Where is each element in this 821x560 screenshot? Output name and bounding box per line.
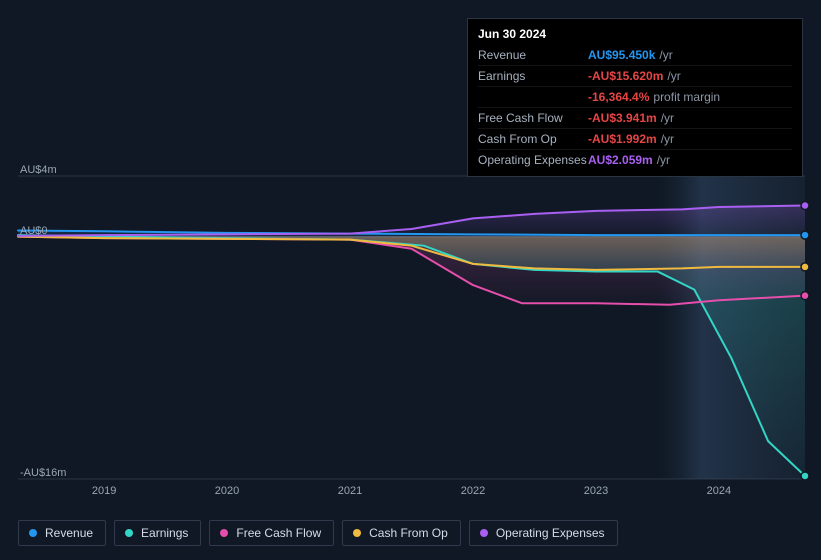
x-tick-label: 2024: [707, 485, 731, 497]
legend-label: Operating Expenses: [496, 526, 605, 540]
y-tick-label: AU$4m: [20, 164, 57, 176]
tooltip-row-value: AU$95.450k/yr: [588, 46, 673, 64]
tooltip-row-value: -AU$3.941m/yr: [588, 109, 674, 127]
tooltip-row: -16,364.4%profit margin: [478, 86, 792, 107]
legend-item-fcf[interactable]: Free Cash Flow: [209, 520, 334, 546]
tooltip-row: Earnings-AU$15.620m/yr: [478, 65, 792, 86]
tooltip-row-label: Cash From Op: [478, 130, 588, 148]
tooltip-date: Jun 30 2024: [478, 25, 792, 43]
x-tick-label: 2021: [338, 485, 362, 497]
x-tick-label: 2019: [92, 485, 116, 497]
legend-label: Cash From Op: [369, 526, 448, 540]
legend-dot: [220, 529, 228, 537]
x-tick-label: 2022: [461, 485, 485, 497]
tooltip-row-label: Revenue: [478, 46, 588, 64]
tooltip-row-label: Earnings: [478, 67, 588, 85]
y-tick-label: AU$0: [20, 225, 48, 237]
tooltip-row-label: Operating Expenses: [478, 151, 588, 169]
tooltip-row-label: [478, 88, 588, 106]
legend-item-revenue[interactable]: Revenue: [18, 520, 106, 546]
tooltip-row-value: -16,364.4%profit margin: [588, 88, 720, 106]
legend-dot: [29, 529, 37, 537]
legend-item-opex[interactable]: Operating Expenses: [469, 520, 618, 546]
legend-label: Revenue: [45, 526, 93, 540]
tooltip-row: Cash From Op-AU$1.992m/yr: [478, 128, 792, 149]
x-tick-label: 2023: [584, 485, 608, 497]
legend-label: Earnings: [141, 526, 188, 540]
financials-chart: AU$4m AU$0 -AU$16m 2019 2020 2021 2022 2023 202…: [0, 0, 821, 560]
data-tooltip: Jun 30 2024 RevenueAU$95.450k/yrEarnings…: [467, 18, 803, 177]
legend-label: Free Cash Flow: [236, 526, 321, 540]
legend-item-earnings[interactable]: Earnings: [114, 520, 201, 546]
legend-dot: [480, 529, 488, 537]
tooltip-row: Free Cash Flow-AU$3.941m/yr: [478, 107, 792, 128]
y-tick-label: -AU$16m: [20, 467, 66, 479]
tooltip-row-value: -AU$1.992m/yr: [588, 130, 674, 148]
tooltip-row: RevenueAU$95.450k/yr: [478, 45, 792, 65]
legend: Revenue Earnings Free Cash Flow Cash From O…: [18, 520, 618, 546]
legend-dot: [353, 529, 361, 537]
legend-dot: [125, 529, 133, 537]
tooltip-row-value: AU$2.059m/yr: [588, 151, 670, 169]
legend-item-cfo[interactable]: Cash From Op: [342, 520, 461, 546]
tooltip-row-label: Free Cash Flow: [478, 109, 588, 127]
tooltip-row-value: -AU$15.620m/yr: [588, 67, 681, 85]
tooltip-row: Operating ExpensesAU$2.059m/yr: [478, 149, 792, 170]
x-tick-label: 2020: [215, 485, 239, 497]
